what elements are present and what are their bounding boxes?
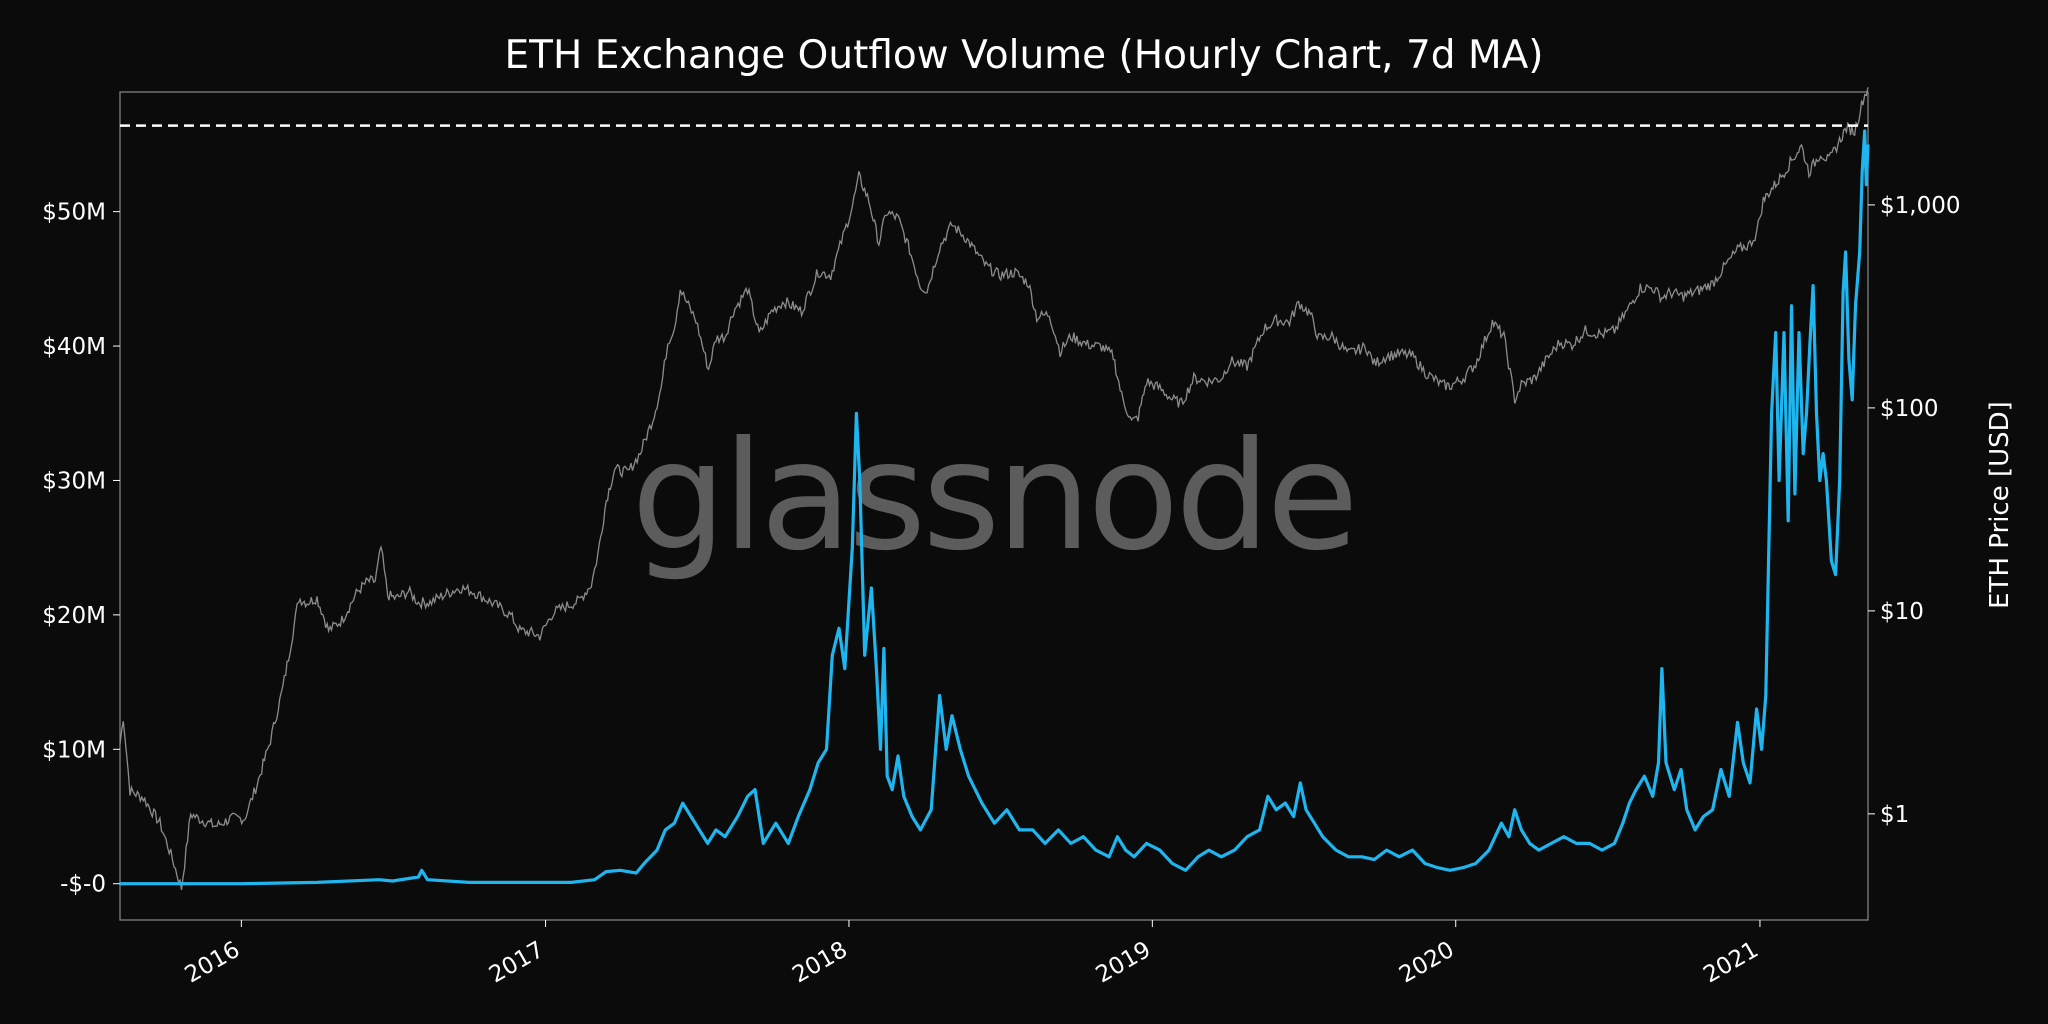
right-axis-label: ETH Price [USD] xyxy=(1985,401,2015,609)
right-axis: $1 $10 $100 $1,000 xyxy=(1868,193,1960,828)
right-tick-label: $10 xyxy=(1880,599,1924,625)
price-line xyxy=(119,87,1869,891)
outflow-line xyxy=(120,129,1870,886)
watermark: glassnode xyxy=(631,410,1354,584)
left-tick-label: $10M xyxy=(42,737,106,763)
left-tick-label: -$-0 xyxy=(60,872,106,898)
right-tick-label: $1,000 xyxy=(1880,193,1960,219)
left-tick-label: $30M xyxy=(42,468,106,494)
right-tick-label: $1 xyxy=(1880,802,1909,828)
left-tick-label: $20M xyxy=(42,603,106,629)
left-tick-label: $50M xyxy=(42,200,106,226)
plot-frame xyxy=(119,91,1869,921)
price-series xyxy=(119,87,1869,891)
outflow-series xyxy=(120,129,1870,886)
left-axis: -$-0 $10M $20M $30M $40M $50M xyxy=(42,200,120,898)
left-tick-label: $40M xyxy=(42,334,106,360)
chart-title: ETH Exchange Outflow Volume (Hourly Char… xyxy=(505,33,1544,78)
right-tick-label: $100 xyxy=(1880,396,1939,422)
